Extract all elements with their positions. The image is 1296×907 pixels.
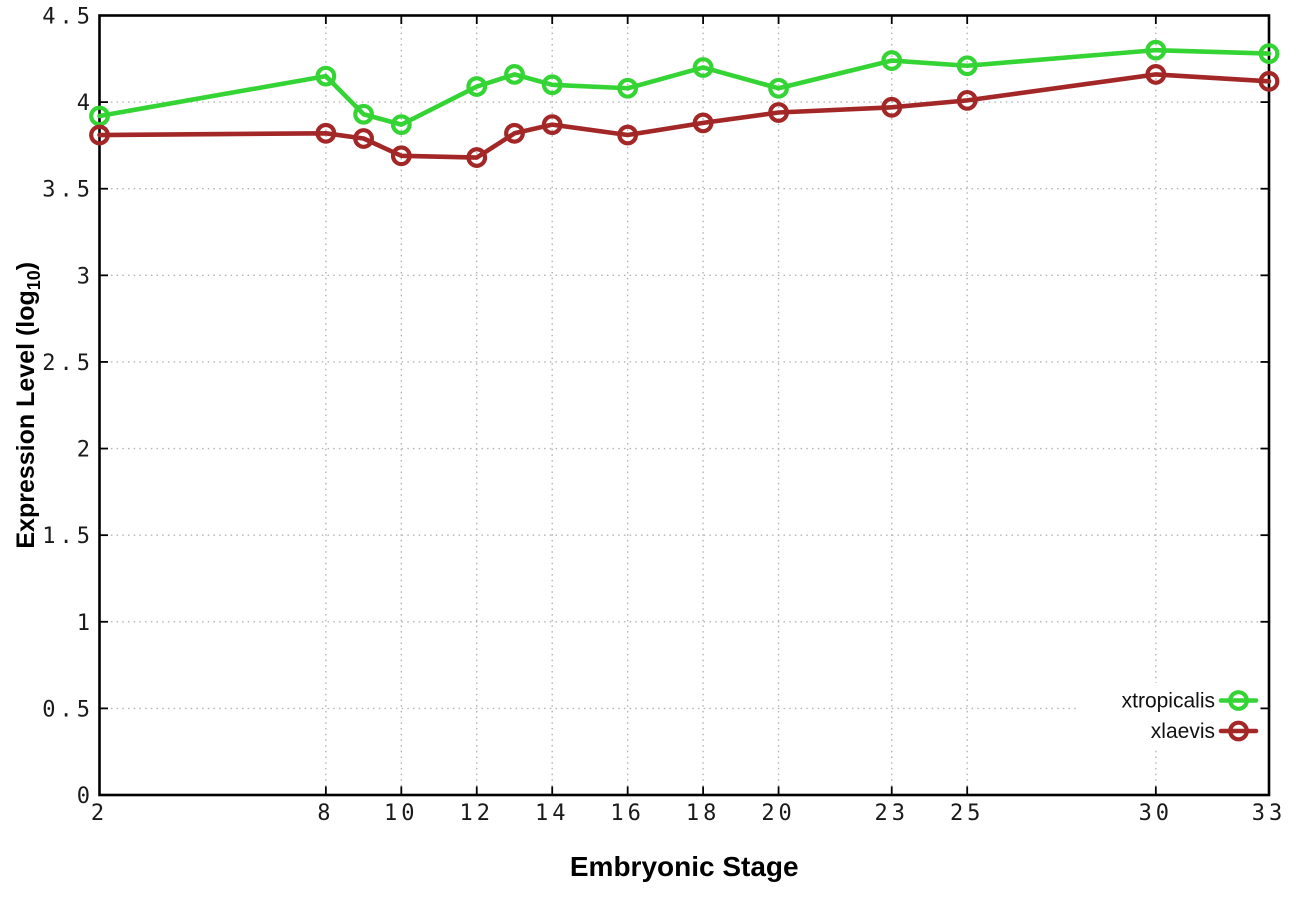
y-tick-label: 1.5 — [42, 524, 94, 549]
legend-sample-marker — [1228, 720, 1249, 742]
data-point — [1258, 70, 1280, 92]
y-tick-label: 2 — [77, 438, 94, 463]
axis-ticks — [98, 14, 1270, 796]
data-point — [390, 114, 412, 136]
data-point — [617, 124, 639, 146]
data-point — [1145, 63, 1167, 85]
data-point — [541, 74, 563, 96]
x-tick-label: 12 — [460, 801, 495, 826]
data-point — [692, 57, 714, 78]
series-xtropicalis — [89, 39, 1280, 136]
x-tick-label: 20 — [761, 801, 796, 826]
y-tick-label: 0.5 — [42, 697, 94, 722]
y-tick-labels: 0 0.5 1 1.5 2 2.5 3 3.5 4 4.5 — [42, 5, 94, 810]
data-point — [390, 145, 412, 167]
data-point — [89, 124, 110, 146]
data-point — [692, 112, 714, 134]
y-tick-label: 1 — [77, 611, 94, 636]
y-tick-label: 0 — [77, 784, 94, 809]
y-tick-label: 3.5 — [42, 178, 94, 203]
x-tick-label: 16 — [610, 801, 645, 826]
data-point — [1145, 39, 1167, 61]
legend-sample-marker — [1228, 690, 1249, 711]
x-tick-label: 8 — [317, 801, 334, 826]
x-tick-label: 10 — [384, 801, 419, 826]
x-tick-label: 14 — [535, 801, 570, 826]
y-tick-label: 3 — [77, 264, 94, 289]
plot-border — [98, 14, 1271, 797]
legend: xtropicalis xlaevis — [1122, 690, 1259, 743]
y-tick-label: 4.5 — [42, 5, 94, 30]
y-axis-title: Expression Level (log10) — [12, 262, 44, 549]
data-point — [768, 77, 789, 99]
x-tick-label: 30 — [1139, 801, 1174, 826]
data-point — [768, 102, 789, 123]
legend-entry-xtropicalis: xtropicalis — [1122, 690, 1259, 713]
legend-label: xlaevis — [1151, 720, 1215, 743]
legend-entry-xlaevis: xlaevis — [1151, 720, 1259, 743]
data-point — [541, 114, 563, 136]
data-point — [89, 105, 110, 127]
data-point — [353, 128, 374, 149]
data-point — [504, 122, 525, 144]
data-point — [1258, 43, 1280, 65]
x-tick-label: 25 — [950, 801, 985, 826]
data-point — [617, 77, 639, 99]
x-tick-label: 18 — [686, 801, 721, 826]
data-point — [881, 96, 903, 118]
data-point — [466, 147, 488, 168]
x-axis-title: Embryonic Stage — [570, 851, 799, 882]
y-tick-label: 4 — [77, 91, 94, 116]
data-point — [466, 76, 488, 97]
legend-label: xtropicalis — [1122, 690, 1215, 713]
data-point — [504, 63, 525, 85]
x-tick-label: 23 — [874, 801, 909, 826]
data-point — [353, 103, 374, 125]
series-xlaevis — [89, 63, 1280, 168]
data-point — [956, 89, 978, 111]
data-point — [881, 50, 903, 71]
x-tick-label: 33 — [1252, 801, 1287, 826]
data-point — [315, 65, 337, 87]
y-tick-label: 2.5 — [42, 351, 94, 376]
data-point — [956, 55, 978, 77]
x-tick-labels: 2 8 10 12 14 16 18 20 23 25 30 33 — [91, 801, 1287, 826]
data-point — [315, 122, 337, 144]
x-tick-label: 2 — [91, 801, 108, 826]
